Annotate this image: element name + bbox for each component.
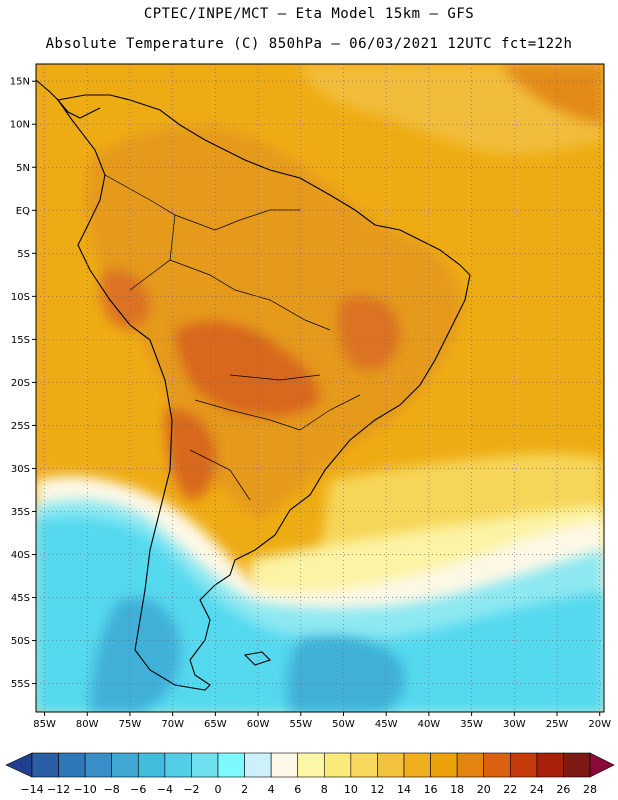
colorbar-label: −12 (47, 783, 70, 796)
lat-label: 15N (10, 77, 30, 88)
colorbar-label: −6 (130, 783, 146, 796)
colorbar-label: 0 (215, 783, 222, 796)
temperature-map: 15N 10N 5N EQ 5S 10S 15S 20S 25S 30S 35S 40S 45S 50S 5… (10, 63, 611, 730)
lon-label: 35W (460, 719, 483, 730)
colorbar-label: 12 (370, 783, 384, 796)
colorbar-label: 24 (530, 783, 544, 796)
gridlines (36, 64, 604, 712)
colorbar-label: −10 (74, 783, 97, 796)
title-line-1: CPTEC/INPE/MCT – Eta Model 15km – GFS (143, 6, 475, 22)
colorbar-box (58, 752, 86, 778)
colorbar-label: 16 (424, 783, 438, 796)
lon-label: 25W (546, 719, 569, 730)
lon-label: 80W (76, 719, 99, 730)
lat-label: 50S (11, 636, 30, 647)
colorbar-box (430, 752, 458, 778)
colorbar-label: 8 (321, 783, 328, 796)
colorbar-label: −2 (183, 783, 199, 796)
colorbar-box (137, 752, 166, 778)
colorbar-label: 10 (344, 783, 358, 796)
longitude-labels: 85W 80W 75W 70W 65W 60W 55W 50W 45W 40W 35W 30W 25W 2… (33, 712, 611, 730)
falklands (243, 651, 272, 666)
colorbar-label: 14 (397, 783, 411, 796)
lon-label: 50W (332, 719, 355, 730)
colorbar-box (297, 752, 325, 778)
lat-label: 20S (11, 378, 30, 389)
colorbar-box (270, 752, 299, 778)
latitude-labels: 15N 10N 5N EQ 5S 10S 15S 20S 25S 30S 35S 40S 45S 50S 5… (10, 77, 36, 690)
colorbar-box (403, 752, 431, 778)
lon-label: 75W (119, 719, 142, 730)
colorbar-box (323, 752, 352, 778)
colorbar-label: 4 (268, 783, 275, 796)
colorbar-label: −4 (157, 783, 173, 796)
map-frame (35, 63, 605, 713)
lat-label: 35S (11, 507, 30, 518)
lon-label: 20W (588, 719, 611, 730)
lat-label: 55S (11, 679, 30, 690)
colorbar-label: 2 (241, 783, 248, 796)
lat-label: 40S (11, 550, 30, 561)
lat-label: EQ (16, 206, 30, 217)
lon-label: 65W (204, 719, 227, 730)
colorbar: −14 −12 −10 −8 −6 −4 −2 0 2 4 6 8 10 12 14 16 18 20 22 24 26… (5, 752, 615, 796)
colorbar-box (509, 752, 538, 778)
country-borders (104, 174, 361, 501)
coastlines (36, 79, 471, 691)
colorbar-label: 6 (294, 783, 301, 796)
lon-label: 55W (289, 719, 312, 730)
colorbar-label: 18 (450, 783, 464, 796)
field-ne-hot (500, 64, 604, 125)
colorbar-box (536, 752, 564, 778)
field-land-hot (175, 321, 320, 417)
lat-label: 15S (11, 335, 30, 346)
colorbar-box (164, 752, 192, 778)
colorbar-label: 28 (583, 783, 597, 796)
lat-label: 25S (11, 421, 30, 432)
lon-label: 30W (503, 719, 526, 730)
field-land-hot-3 (338, 296, 400, 371)
colorbar-box (456, 752, 485, 778)
colorbar-box (191, 752, 219, 778)
colorbar-box (244, 752, 272, 778)
colorbar-label: 26 (556, 783, 570, 796)
lon-label: 60W (247, 719, 270, 730)
field-blue-core (287, 636, 405, 712)
colorbar-label: −8 (104, 783, 120, 796)
title-line-2: Absolute Temperature (C) 850hPa – 06/03/… (45, 36, 573, 52)
lat-label: 10N (10, 120, 30, 131)
colorbar-box (31, 752, 59, 778)
lat-label: 10S (11, 292, 30, 303)
lon-label: 70W (161, 719, 184, 730)
colorbar-box (483, 752, 511, 778)
colorbar-arrow-right (589, 752, 615, 778)
lat-label: 5S (17, 249, 30, 260)
south-america-outline (57, 94, 471, 691)
colorbar-label: 20 (477, 783, 491, 796)
lat-label: 5N (16, 163, 30, 174)
central-america-outline (36, 79, 101, 119)
lon-label: 40W (418, 719, 441, 730)
colorbar-label: 22 (503, 783, 517, 796)
colorbar-label: −14 (20, 783, 43, 796)
colorbar-box (84, 752, 113, 778)
colorbar-box (377, 752, 405, 778)
colorbar-box (563, 752, 591, 778)
lon-label: 85W (33, 719, 56, 730)
lon-label: 45W (375, 719, 398, 730)
colorbar-box (111, 752, 139, 778)
colorbar-box (350, 752, 378, 778)
colorbar-box (217, 752, 245, 778)
lat-label: 45S (11, 593, 30, 604)
field-land-hot-2 (165, 409, 216, 500)
colorbar-arrow-left (5, 752, 33, 778)
lat-label: 30S (11, 464, 30, 475)
